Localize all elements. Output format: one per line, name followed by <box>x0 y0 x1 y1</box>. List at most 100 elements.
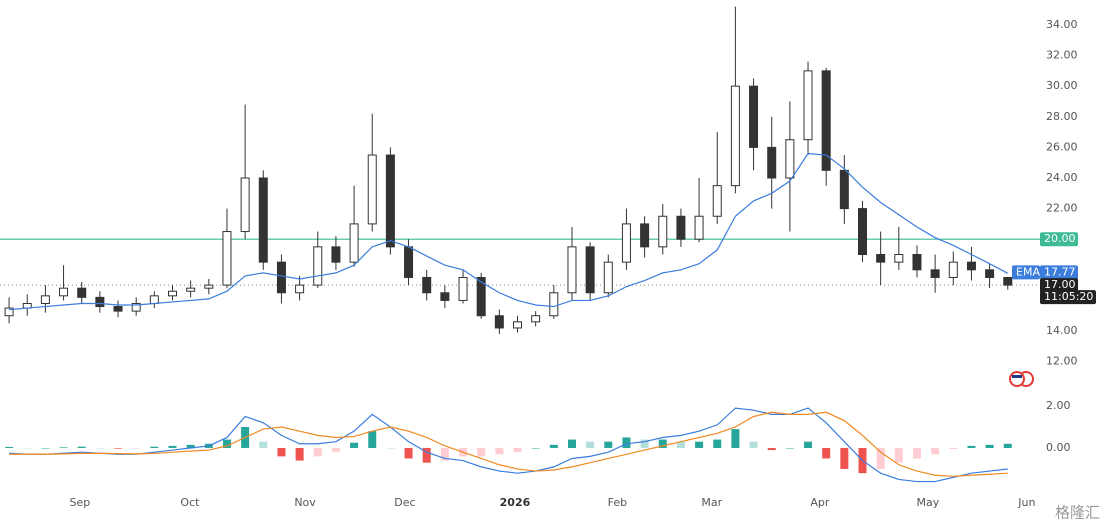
histogram-bar <box>531 447 540 449</box>
x-tick-label: Nov <box>294 496 316 509</box>
candle-body <box>1003 276 1013 286</box>
histogram-bar <box>840 447 849 469</box>
x-tick-label: Mar <box>701 496 722 509</box>
candle-body <box>258 177 268 263</box>
x-tick-label: 2026 <box>500 496 531 509</box>
histogram-bar <box>876 447 885 469</box>
last-price-label: 17.00 <box>1044 278 1076 291</box>
level-label-bg <box>1040 232 1078 247</box>
candle-body <box>767 146 777 179</box>
candle-body <box>585 246 595 294</box>
candle-body <box>876 254 886 263</box>
histogram-bar <box>477 447 486 457</box>
x-tick-label: Feb <box>608 496 627 509</box>
histogram-bar <box>695 441 704 448</box>
candle-body <box>240 177 250 233</box>
x-tick-label: Apr <box>810 496 830 509</box>
candle-body <box>458 276 468 301</box>
candle-body <box>331 246 341 263</box>
candle-body <box>77 287 87 298</box>
y-tick-label: 34.00 <box>1046 18 1078 31</box>
histogram-bar <box>967 445 976 448</box>
candle-body <box>785 139 795 179</box>
candle-body <box>113 306 123 312</box>
x-tick-label: Dec <box>394 496 415 509</box>
candle-body <box>295 284 305 294</box>
histogram-bar <box>604 441 613 448</box>
histogram-bar <box>567 439 576 448</box>
macd-line <box>9 407 1008 483</box>
candle-body <box>349 223 359 263</box>
histogram-bar <box>549 444 558 448</box>
histogram-bar <box>586 441 595 448</box>
candle-body <box>440 292 450 301</box>
x-tick-label: Jun <box>1017 496 1035 509</box>
candle-body <box>749 85 759 148</box>
y-tick-label: 12.00 <box>1046 355 1078 368</box>
histogram-bar <box>949 447 958 450</box>
histogram-bar <box>931 447 940 455</box>
candle-body <box>803 70 813 141</box>
histogram-bar <box>422 447 431 463</box>
y-tick-label: 14.00 <box>1046 324 1078 337</box>
candle-body <box>858 208 867 256</box>
histogram-bar <box>114 447 123 449</box>
candle-body <box>658 215 668 248</box>
histogram-bar <box>168 445 177 448</box>
candle-body <box>966 261 976 271</box>
histogram-bar <box>95 447 104 449</box>
candle-body <box>204 284 214 289</box>
candle-body <box>59 287 69 297</box>
flag-icon <box>1009 371 1034 387</box>
candle-body <box>131 302 141 312</box>
candle-body <box>422 276 432 294</box>
candle-body <box>694 215 704 240</box>
ema-name: EMA <box>1016 265 1040 278</box>
y-tick-label: 26.00 <box>1046 140 1078 153</box>
y-tick-label: 32.00 <box>1046 49 1078 62</box>
candle-body <box>640 223 650 248</box>
candle-body <box>621 223 631 263</box>
histogram-bar <box>749 441 758 448</box>
countdown-label-bg <box>1040 290 1096 305</box>
countdown-label: 11:05:20 <box>1044 290 1093 303</box>
y-tick-label: 30.00 <box>1046 79 1078 92</box>
ema-value-bg <box>1040 265 1078 280</box>
candle-body <box>603 261 613 294</box>
histogram-bar <box>150 446 159 448</box>
histogram-bar <box>440 447 449 461</box>
histogram-bar <box>785 447 794 449</box>
histogram-bar <box>277 447 286 457</box>
y-tick-label: 0.00 <box>1046 441 1071 454</box>
ema-name-bg <box>1012 265 1040 280</box>
candle-body <box>494 315 504 329</box>
histogram-bar <box>731 429 740 448</box>
y-tick-label: 28.00 <box>1046 110 1078 123</box>
watermark: 格隆汇 <box>1055 504 1100 522</box>
candle-body <box>912 254 922 271</box>
candle-body <box>531 315 541 323</box>
candle-body <box>930 269 940 278</box>
histogram-bar <box>1003 443 1012 448</box>
x-tick-label: Sep <box>70 496 91 509</box>
ema-line <box>9 152 1009 311</box>
candle-body <box>95 296 105 308</box>
candle-body <box>894 254 904 263</box>
histogram-bar <box>767 447 776 451</box>
candle-body <box>730 85 740 187</box>
histogram-bar <box>676 441 685 448</box>
x-tick-label: Oct <box>180 496 200 509</box>
last-price-label-bg <box>1040 278 1078 293</box>
histogram-bar <box>404 447 413 459</box>
candle-body <box>712 185 722 217</box>
histogram-bar <box>640 439 649 448</box>
candle-body <box>549 292 559 317</box>
ema-value: 17.77 <box>1044 265 1076 278</box>
histogram-bar <box>713 439 722 448</box>
histogram-bar <box>822 447 831 459</box>
histogram-bar <box>368 431 377 448</box>
candle-body <box>385 154 395 248</box>
histogram-bar <box>658 439 667 448</box>
